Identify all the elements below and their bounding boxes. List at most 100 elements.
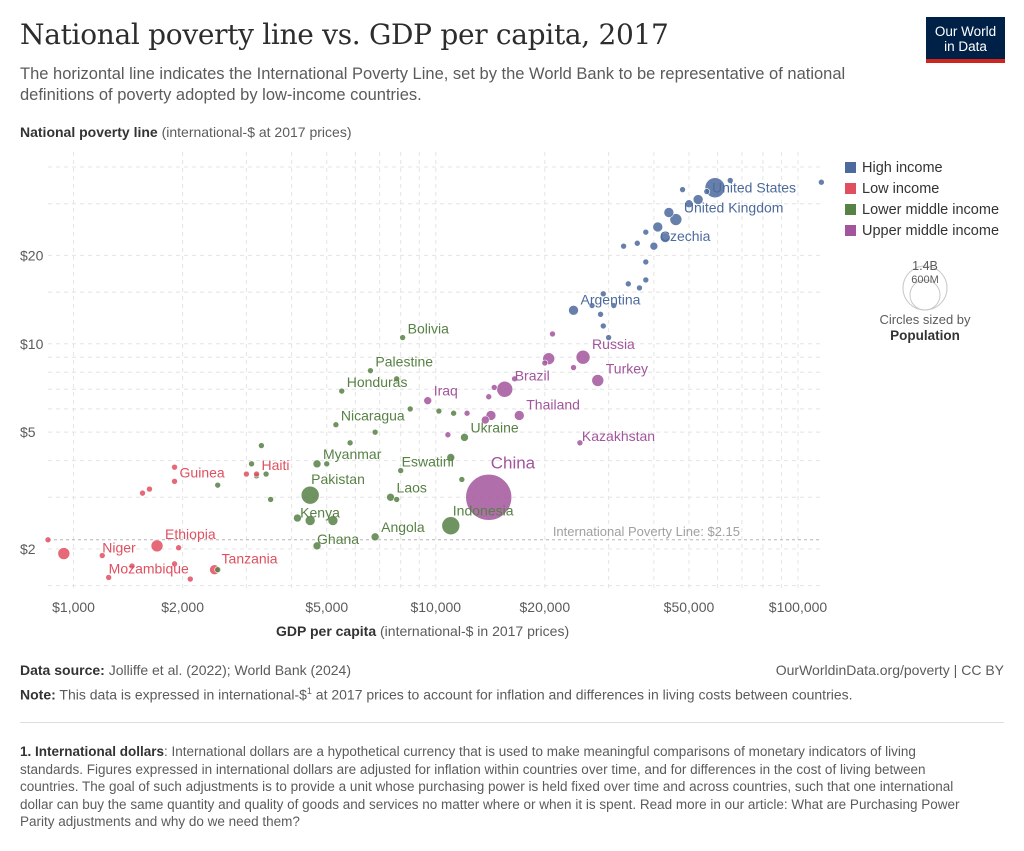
data-point[interactable] — [248, 460, 255, 468]
owid-logo[interactable]: Our World in Data — [926, 17, 1005, 63]
data-point[interactable] — [511, 375, 518, 383]
data-point[interactable] — [367, 367, 374, 374]
data-point[interactable] — [496, 380, 514, 398]
data-point[interactable] — [458, 476, 466, 483]
data-point[interactable] — [323, 460, 331, 468]
data-point[interactable] — [397, 467, 404, 474]
data-point[interactable] — [446, 453, 456, 462]
data-point[interactable] — [663, 207, 675, 218]
data-point[interactable] — [150, 539, 164, 553]
data-point[interactable] — [370, 532, 380, 542]
data-point[interactable] — [620, 242, 627, 250]
data-point[interactable] — [393, 496, 401, 503]
data-point[interactable] — [549, 330, 556, 338]
data-point[interactable] — [57, 547, 71, 560]
data-point[interactable] — [649, 241, 659, 251]
data-point[interactable] — [659, 232, 671, 243]
data-point[interactable] — [171, 560, 178, 568]
point-label: Thailand — [526, 396, 580, 412]
data-point[interactable] — [346, 439, 354, 447]
data-point[interactable] — [610, 302, 618, 309]
data-point[interactable] — [568, 305, 579, 316]
data-point[interactable] — [253, 470, 260, 478]
data-point[interactable] — [435, 407, 443, 415]
data-point[interactable] — [692, 194, 704, 205]
legend-item-upper-middle-income[interactable]: Upper middle income — [845, 220, 999, 241]
data-point[interactable] — [243, 470, 250, 478]
note-footnote-ref[interactable]: 1 — [306, 686, 312, 696]
data-point[interactable] — [481, 415, 490, 425]
data-point[interactable] — [214, 566, 222, 574]
credit-link[interactable]: OurWorldinData.org/poverty | CC BY — [775, 662, 1004, 678]
data-point[interactable] — [704, 177, 726, 199]
data-point[interactable] — [625, 280, 632, 288]
data-point[interactable] — [386, 492, 395, 502]
data-point[interactable] — [146, 485, 153, 493]
data-point[interactable] — [186, 575, 194, 583]
data-point[interactable] — [818, 178, 825, 186]
data-point[interactable] — [393, 375, 401, 383]
data-point[interactable] — [300, 485, 320, 505]
x-tick-label: $1,000 — [52, 599, 95, 615]
data-point[interactable] — [636, 284, 643, 292]
data-point[interactable] — [44, 536, 52, 544]
data-point[interactable] — [441, 516, 461, 536]
data-point[interactable] — [513, 410, 525, 421]
data-point[interactable] — [267, 496, 274, 503]
data-point[interactable] — [262, 470, 270, 478]
data-point[interactable] — [490, 384, 498, 391]
legend-label: Lower middle income — [862, 201, 1000, 218]
data-point[interactable] — [605, 334, 612, 341]
data-point[interactable] — [175, 544, 182, 552]
data-point[interactable] — [570, 364, 577, 371]
data-point[interactable] — [652, 221, 664, 233]
data-point[interactable] — [460, 433, 469, 442]
legend-item-lower-middle-income[interactable]: Lower middle income — [845, 199, 999, 220]
data-point[interactable] — [312, 459, 322, 469]
data-point[interactable] — [591, 374, 605, 387]
data-point[interactable] — [304, 515, 316, 526]
data-point[interactable] — [214, 481, 222, 489]
data-point[interactable] — [703, 188, 711, 195]
data-point[interactable] — [588, 302, 596, 309]
data-point[interactable] — [669, 213, 683, 226]
data-point[interactable] — [541, 359, 549, 367]
data-point[interactable] — [171, 463, 178, 471]
data-point[interactable] — [679, 186, 686, 193]
data-point[interactable] — [128, 562, 136, 570]
legend-label: Low income — [862, 180, 940, 197]
data-point[interactable] — [171, 478, 178, 485]
data-point[interactable] — [444, 431, 452, 439]
data-point[interactable] — [399, 334, 406, 341]
data-point[interactable] — [139, 489, 146, 497]
data-point[interactable] — [98, 552, 106, 559]
legend-item-low-income[interactable]: Low income — [845, 178, 999, 199]
data-point[interactable] — [642, 276, 650, 284]
data-point[interactable] — [599, 290, 607, 298]
data-point[interactable] — [485, 393, 493, 401]
data-point[interactable] — [633, 239, 641, 247]
data-point[interactable] — [423, 396, 433, 405]
data-point[interactable] — [463, 409, 471, 417]
data-point[interactable] — [327, 515, 339, 526]
data-point[interactable] — [312, 541, 322, 551]
data-point[interactable] — [338, 387, 346, 395]
x-tick-label: $50,000 — [664, 599, 715, 615]
data-point[interactable] — [105, 574, 112, 581]
data-point[interactable] — [726, 177, 734, 184]
data-point[interactable] — [371, 428, 379, 436]
data-point[interactable] — [450, 409, 457, 417]
data-point[interactable] — [599, 322, 607, 330]
data-point[interactable] — [642, 228, 650, 236]
data-point[interactable] — [576, 439, 584, 447]
data-point[interactable] — [642, 258, 650, 266]
data-point[interactable] — [406, 405, 414, 413]
data-point[interactable] — [465, 473, 513, 521]
data-point[interactable] — [258, 442, 265, 449]
data-point[interactable] — [684, 199, 694, 208]
data-point[interactable] — [293, 513, 302, 523]
data-point[interactable] — [332, 421, 340, 429]
data-point[interactable] — [597, 311, 604, 318]
legend-item-high-income[interactable]: High income — [845, 157, 999, 178]
data-point[interactable] — [575, 349, 591, 365]
